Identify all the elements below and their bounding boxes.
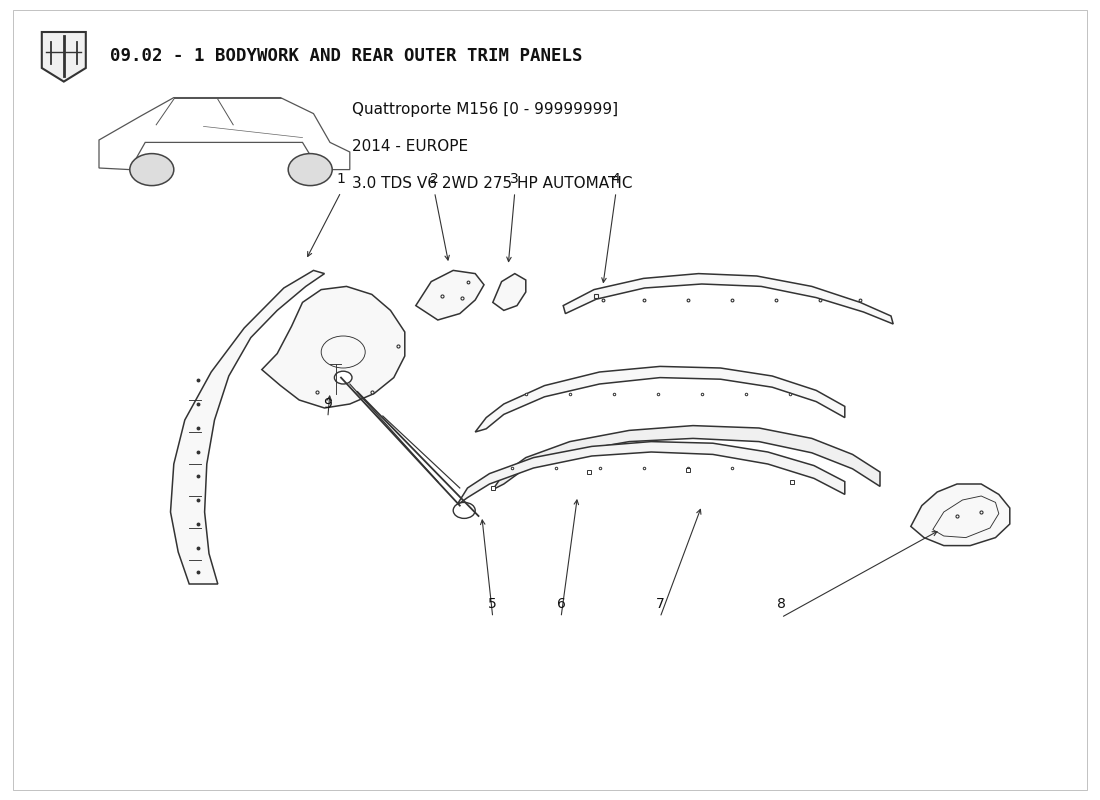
Polygon shape <box>493 274 526 310</box>
Text: 9: 9 <box>323 397 332 411</box>
Text: 4: 4 <box>612 172 620 186</box>
Polygon shape <box>563 274 893 324</box>
Text: 1: 1 <box>337 172 345 186</box>
Text: 3.0 TDS V6 2WD 275 HP AUTOMATIC: 3.0 TDS V6 2WD 275 HP AUTOMATIC <box>352 176 632 191</box>
Text: 09.02 - 1 BODYWORK AND REAR OUTER TRIM PANELS: 09.02 - 1 BODYWORK AND REAR OUTER TRIM P… <box>110 47 583 65</box>
Polygon shape <box>170 270 324 584</box>
Text: 2014 - EUROPE: 2014 - EUROPE <box>352 139 469 154</box>
Text: 2: 2 <box>430 172 439 186</box>
Text: 6: 6 <box>557 597 565 611</box>
Circle shape <box>288 154 332 186</box>
Text: 8: 8 <box>777 597 785 611</box>
Text: 3: 3 <box>510 172 519 186</box>
Text: Quattroporte M156 [0 - 99999999]: Quattroporte M156 [0 - 99999999] <box>352 102 618 118</box>
Polygon shape <box>42 32 86 82</box>
Polygon shape <box>416 270 484 320</box>
Polygon shape <box>456 442 845 506</box>
Text: 7: 7 <box>656 597 664 611</box>
Circle shape <box>334 371 352 384</box>
Polygon shape <box>262 286 405 408</box>
Polygon shape <box>911 484 1010 546</box>
Polygon shape <box>493 426 880 490</box>
Polygon shape <box>475 366 845 432</box>
Circle shape <box>130 154 174 186</box>
Text: 5: 5 <box>488 597 497 611</box>
Circle shape <box>453 502 475 518</box>
